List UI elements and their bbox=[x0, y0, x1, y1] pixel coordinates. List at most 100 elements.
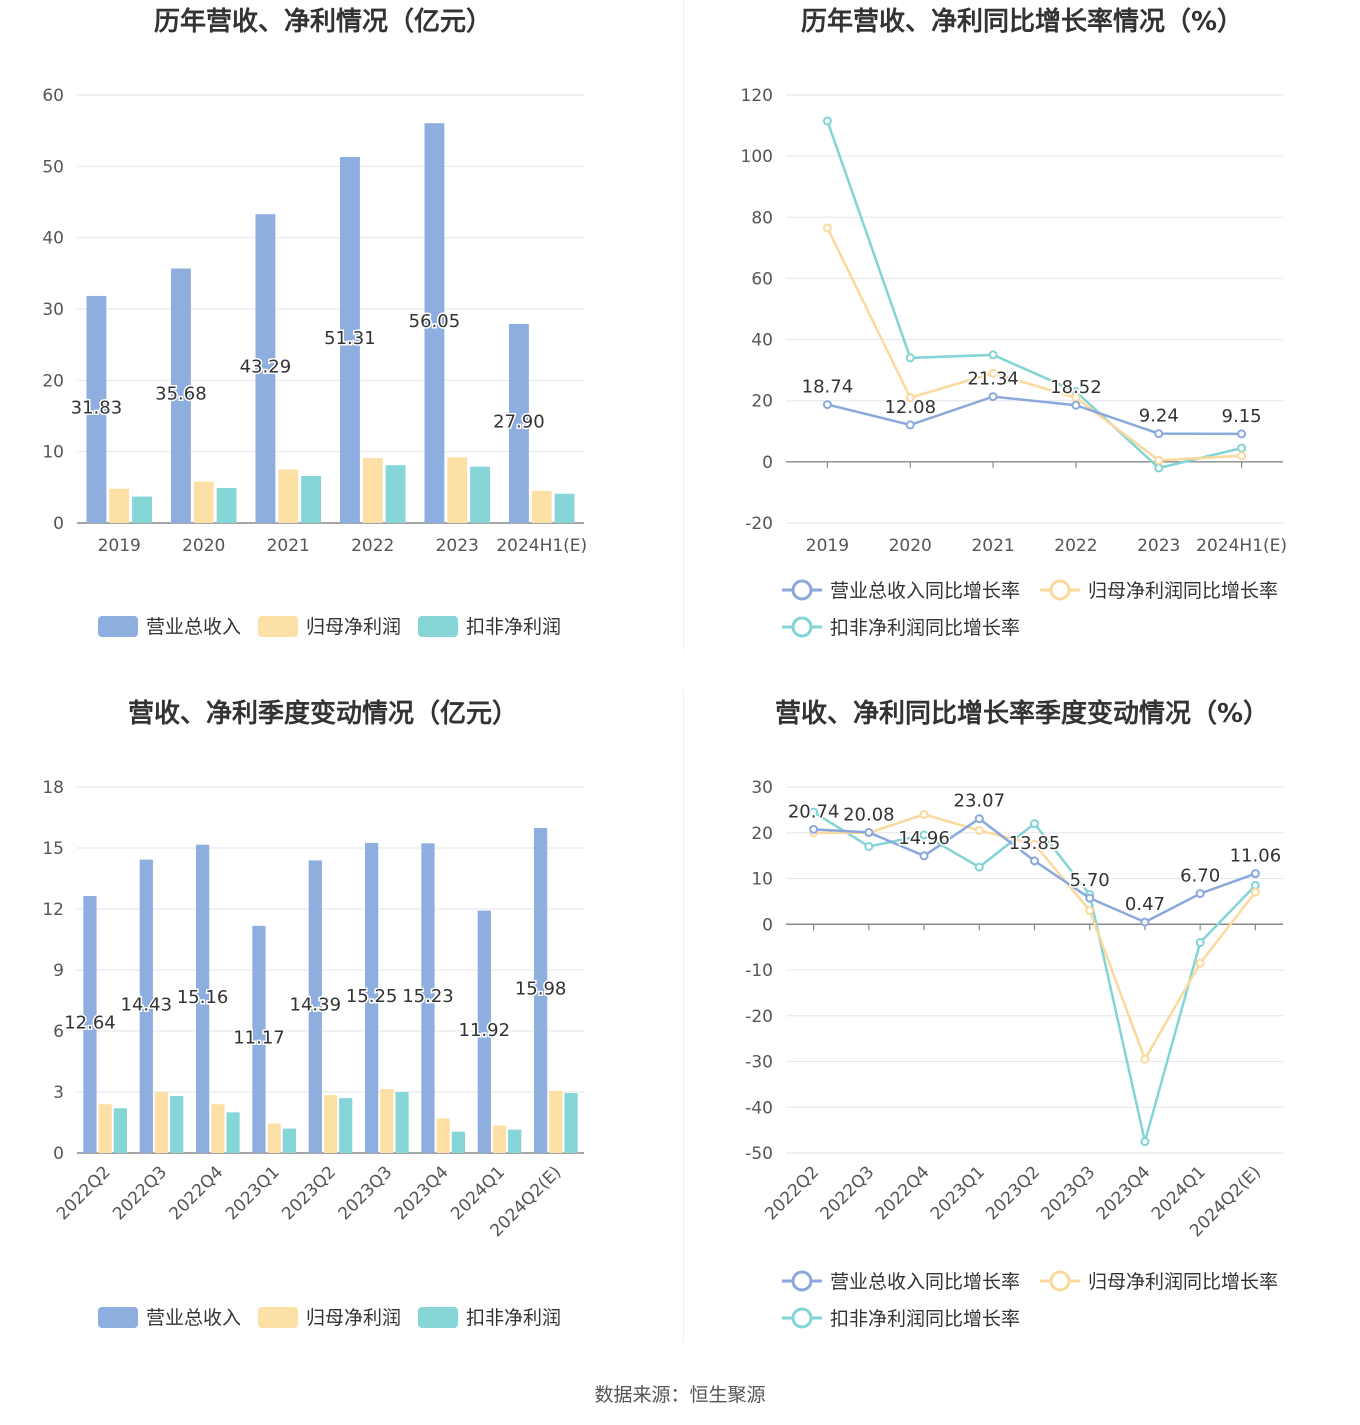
legend-marker bbox=[1049, 579, 1071, 601]
data-point bbox=[1154, 429, 1164, 439]
legend[interactable]: 营业总收入 归母净利润 扣非净利润 bbox=[98, 616, 561, 638]
legend-label: 扣非净利润同比增长率 bbox=[830, 1308, 1020, 1330]
bar-net-profit bbox=[193, 481, 214, 523]
x-tick-label: 2023Q4 bbox=[391, 1162, 453, 1224]
chart-title: 营收、净利同比增长率季度变动情况（%） bbox=[775, 698, 1269, 729]
data-point bbox=[988, 392, 998, 402]
legend-item[interactable]: 营业总收入 bbox=[98, 616, 241, 638]
bar-revenue bbox=[477, 910, 491, 1153]
x-tick-label: 2022 bbox=[351, 536, 394, 556]
chart-svg: 营收、净利同比增长率季度变动情况（%） -50 -40 -30 -20 -10 0 10 20 3… bbox=[745, 698, 1283, 1330]
legend-item[interactable]: 归母净利润 bbox=[258, 1307, 401, 1329]
legend-item[interactable]: 归母净利润 bbox=[258, 616, 401, 638]
bar-revenue bbox=[340, 156, 360, 524]
data-point bbox=[1250, 887, 1260, 897]
data-point bbox=[919, 830, 929, 840]
legend-item[interactable]: 归母净利润同比增长率 bbox=[1040, 579, 1278, 602]
bar-revenue bbox=[255, 214, 276, 523]
y-tick-label: -30 bbox=[745, 1053, 773, 1073]
bar-revenue bbox=[196, 844, 210, 1153]
y-tick-label: 120 bbox=[741, 86, 773, 106]
data-source: 数据来源：恒生聚源 bbox=[594, 1384, 766, 1406]
chart-svg: 历年营收、净利情况（亿元） 0 10 20 30 40 50 60 2019 2020 2021 20… bbox=[42, 6, 587, 638]
legend-label: 归母净利润同比增长率 bbox=[1088, 1271, 1278, 1293]
legend-item[interactable]: 扣非净利润 bbox=[418, 616, 561, 638]
legend-label: 营业总收入同比增长率 bbox=[830, 1271, 1020, 1293]
legend-marker bbox=[791, 1307, 813, 1329]
data-point bbox=[822, 116, 832, 126]
data-point bbox=[905, 353, 915, 363]
y-tick-label: 0 bbox=[53, 514, 64, 534]
bar-deducted-profit bbox=[339, 1098, 353, 1153]
data-point bbox=[974, 825, 984, 835]
line-data-label: 6.70 bbox=[1180, 866, 1220, 887]
legend-item[interactable]: 营业总收入同比增长率 bbox=[782, 1270, 1020, 1293]
bar-net-profit bbox=[109, 488, 130, 523]
y-tick-label: -20 bbox=[745, 1007, 773, 1027]
legend-item[interactable]: 营业总收入同比增长率 bbox=[782, 579, 1020, 602]
legend-item[interactable]: 扣非净利润同比增长率 bbox=[782, 1307, 1020, 1330]
data-point bbox=[1250, 869, 1260, 879]
y-tick-label: 100 bbox=[741, 147, 773, 167]
line-data-label: 0.47 bbox=[1125, 894, 1165, 915]
x-tick-label: 2023 bbox=[436, 536, 479, 556]
bar-data-label: 14.39 bbox=[290, 995, 342, 1016]
bar-revenue bbox=[308, 860, 322, 1153]
legend-label: 归母净利润 bbox=[306, 1307, 401, 1329]
bar-deducted-profit bbox=[470, 466, 490, 523]
legend-swatch bbox=[258, 1307, 298, 1328]
x-tick-label: 2023Q3 bbox=[335, 1162, 397, 1224]
bar-revenue bbox=[171, 268, 191, 523]
bar-data-label: 56.05 bbox=[409, 311, 461, 332]
data-point bbox=[1140, 917, 1150, 927]
bar-net-profit bbox=[492, 1125, 507, 1153]
y-tick-label: 60 bbox=[42, 86, 64, 106]
data-point bbox=[1140, 1137, 1150, 1147]
bar-deducted-profit bbox=[508, 1129, 522, 1153]
bar-revenue bbox=[252, 925, 266, 1153]
bar-net-profit bbox=[267, 1123, 281, 1153]
legend-item[interactable]: 营业总收入 bbox=[98, 1307, 241, 1329]
legend-swatch bbox=[418, 1307, 458, 1328]
bar-deducted-profit bbox=[226, 1112, 240, 1153]
x-tick-label: 2023Q2 bbox=[278, 1162, 340, 1224]
y-tick-label: 10 bbox=[42, 443, 64, 463]
x-tick-label: 2023 bbox=[1137, 536, 1180, 556]
x-tick-label: 2022Q4 bbox=[166, 1162, 228, 1224]
line-data-label: 12.08 bbox=[884, 397, 936, 418]
quarterly-growth-rate-chart: 营收、净利同比增长率季度变动情况（%） -50 -40 -30 -20 -10 0 10 20 3… bbox=[680, 690, 1360, 1380]
bar-deducted-profit bbox=[451, 1131, 465, 1153]
x-tick-label: 2022 bbox=[1054, 536, 1097, 556]
data-point bbox=[1030, 839, 1039, 849]
y-tick-label: 18 bbox=[42, 778, 64, 798]
line-data-label: 23.07 bbox=[954, 791, 1006, 812]
data-point bbox=[1237, 451, 1247, 461]
bar-deducted-profit bbox=[564, 1093, 578, 1153]
x-tick-label: 2023Q1 bbox=[222, 1162, 284, 1224]
data-point bbox=[822, 223, 832, 233]
y-tick-label: -10 bbox=[745, 961, 773, 981]
data-point bbox=[988, 368, 998, 378]
data-point bbox=[1030, 856, 1039, 866]
y-tick-label: 50 bbox=[42, 157, 64, 177]
bar-deducted-profit bbox=[395, 1092, 409, 1153]
chart-title: 历年营收、净利同比增长率情况（%） bbox=[801, 6, 1243, 37]
bar-net-profit bbox=[323, 1095, 338, 1153]
bar-data-label: 27.90 bbox=[493, 411, 545, 432]
y-tick-label: 30 bbox=[751, 778, 773, 798]
annual-growth-rate-chart: 历年营收、净利同比增长率情况（%） -20 0 20 40 60 80 100 120 2019 2… bbox=[680, 0, 1360, 690]
y-tick-label: 10 bbox=[751, 870, 773, 890]
data-point bbox=[1085, 906, 1095, 916]
series-line-revenue-rate bbox=[827, 395, 1242, 436]
legend[interactable]: 营业总收入 归母净利润 扣非净利润 bbox=[98, 1307, 561, 1329]
legend-item[interactable]: 扣非净利润 bbox=[418, 1307, 561, 1329]
legend-item[interactable]: 归母净利润同比增长率 bbox=[1040, 1270, 1278, 1293]
y-tick-label: 0 bbox=[53, 1144, 64, 1164]
bar-deducted-profit bbox=[385, 465, 406, 523]
y-tick-label: -50 bbox=[745, 1144, 773, 1164]
y-tick-label: 15 bbox=[42, 839, 64, 859]
legend-item[interactable]: 扣非净利润同比增长率 bbox=[782, 616, 1020, 639]
line-data-label: 9.24 bbox=[1139, 406, 1179, 427]
